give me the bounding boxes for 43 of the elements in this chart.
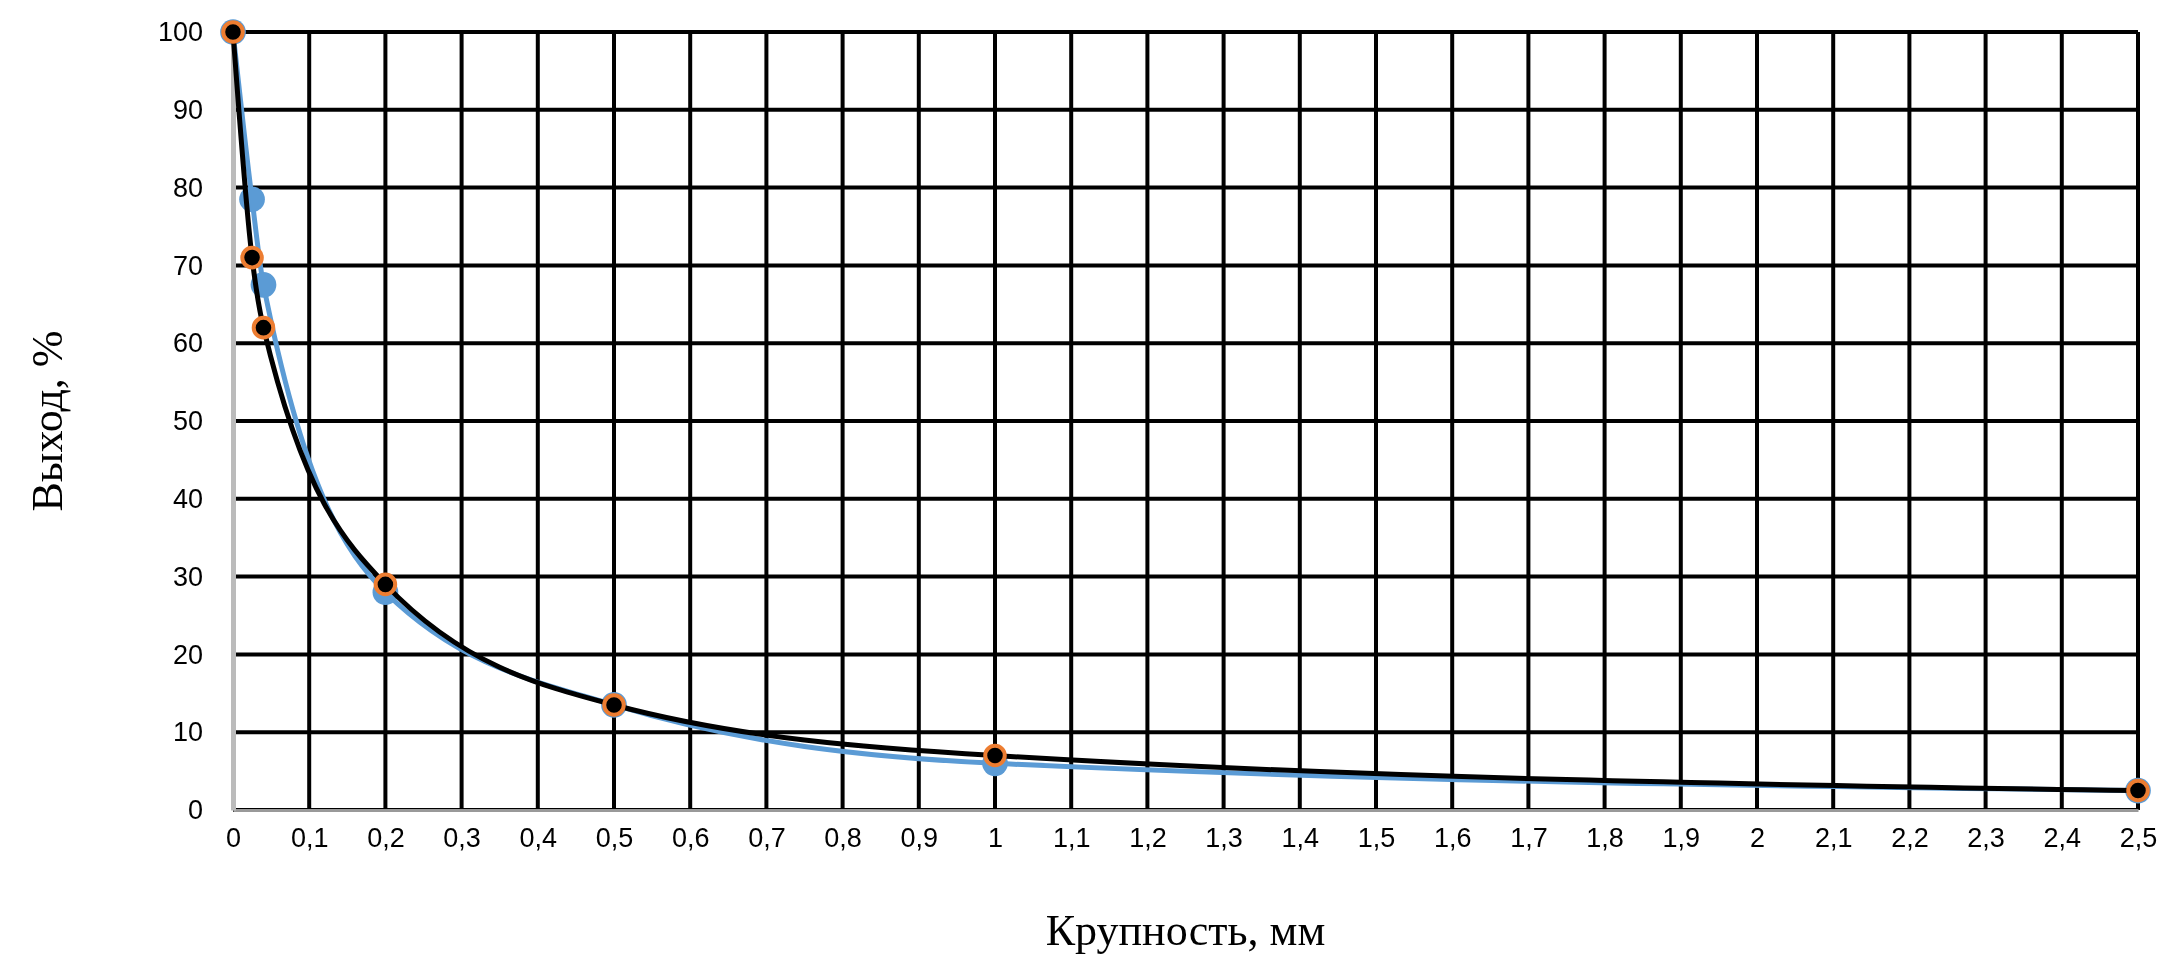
x-tick-label: 2,5 <box>2119 823 2158 854</box>
x-tick-label: 0,2 <box>367 823 405 854</box>
y-axis-title: Выход, % <box>23 330 72 512</box>
point <box>240 245 264 270</box>
x-tick-label: 1,4 <box>1281 823 1320 854</box>
point <box>251 315 276 340</box>
x-tick-label: 1,9 <box>1662 823 1701 854</box>
x-tick-label: 0,3 <box>443 823 481 854</box>
x-tick-label: 1,6 <box>1433 823 1472 854</box>
x-axis-title: Крупность, мм <box>1045 906 1326 955</box>
x-tick-label: 2,1 <box>1814 823 1853 854</box>
x-tick-label: 1,5 <box>1357 823 1396 854</box>
y-tick-label: 20 <box>172 639 203 670</box>
x-tick-label: 0,7 <box>748 823 786 854</box>
point <box>373 572 398 597</box>
y-tick-label: 50 <box>172 406 203 437</box>
x-tick-label: 2,4 <box>2043 823 2082 854</box>
y-tick-label: 70 <box>172 250 203 281</box>
x-tick-label: 0,1 <box>290 823 329 854</box>
x-tick-label: 2 <box>1749 823 1766 854</box>
x-tick-label: 0,4 <box>519 823 558 854</box>
x-tick-label: 2,3 <box>1967 823 2005 854</box>
x-tick-label: 0,5 <box>595 823 634 854</box>
y-tick-label: 0 <box>187 795 203 826</box>
y-tick-label: 30 <box>172 561 203 592</box>
x-tick-label: 0,9 <box>900 823 939 854</box>
y-tick-label: 40 <box>172 483 203 514</box>
point <box>983 743 1007 768</box>
y-tick-label: 80 <box>172 172 203 203</box>
x-tick-label: 1 <box>987 823 1004 854</box>
x-tick-label: 1,1 <box>1052 823 1091 854</box>
y-tick-label: 60 <box>172 328 203 359</box>
x-tick-label: 1,3 <box>1205 823 1243 854</box>
x-tick-label: 1,2 <box>1129 823 1167 854</box>
x-tick-label: 0,8 <box>824 823 862 854</box>
x-tick-label: 2,2 <box>1891 823 1929 854</box>
x-tick-label: 0,6 <box>671 823 710 854</box>
x-tick-label: 1,7 <box>1510 823 1548 854</box>
x-tick-label: 1,8 <box>1586 823 1624 854</box>
y-tick-label: 10 <box>172 717 203 748</box>
x-tick-label: 0 <box>225 823 242 854</box>
y-tick-label: 90 <box>172 94 203 125</box>
y-tick-label: 100 <box>157 17 203 48</box>
